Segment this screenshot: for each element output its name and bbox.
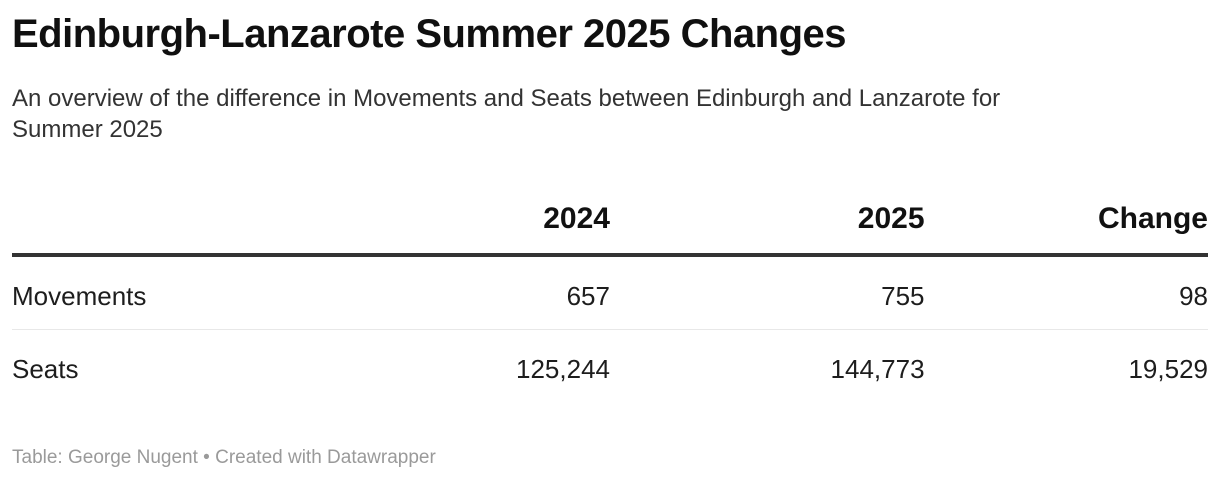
table-header-row: 2024 2025 Change [12,200,1208,257]
column-header-change: Change [924,200,1208,257]
data-table: 2024 2025 Change Movements 657 755 98 Se… [12,200,1208,402]
cell-movements-change: 98 [924,254,1208,330]
row-label-movements: Movements [12,254,300,330]
row-label-seats: Seats [12,353,79,384]
column-header-blank [12,200,300,257]
attribution-credit: Table: George Nugent • Created with Data… [12,446,436,468]
chart-subtitle: An overview of the difference in Movemen… [12,84,1001,143]
table-row-seats: Seats 125,244 144,773 19,529 [12,329,1208,402]
cell-seats-2025: 144,773 [830,353,925,384]
cell-movements-2025: 755 [609,254,925,330]
chart-title: Edinburgh-Lanzarote Summer 2025 Changes [12,12,847,56]
table-row-movements: Movements 657 755 98 [12,254,1208,330]
column-header-2024: 2024 [299,200,610,257]
cell-movements-2024: 657 [299,254,610,330]
column-header-2025: 2025 [609,200,925,257]
cell-seats-2024: 125,244 [516,353,610,384]
cell-seats-change: 19,529 [1128,353,1208,384]
